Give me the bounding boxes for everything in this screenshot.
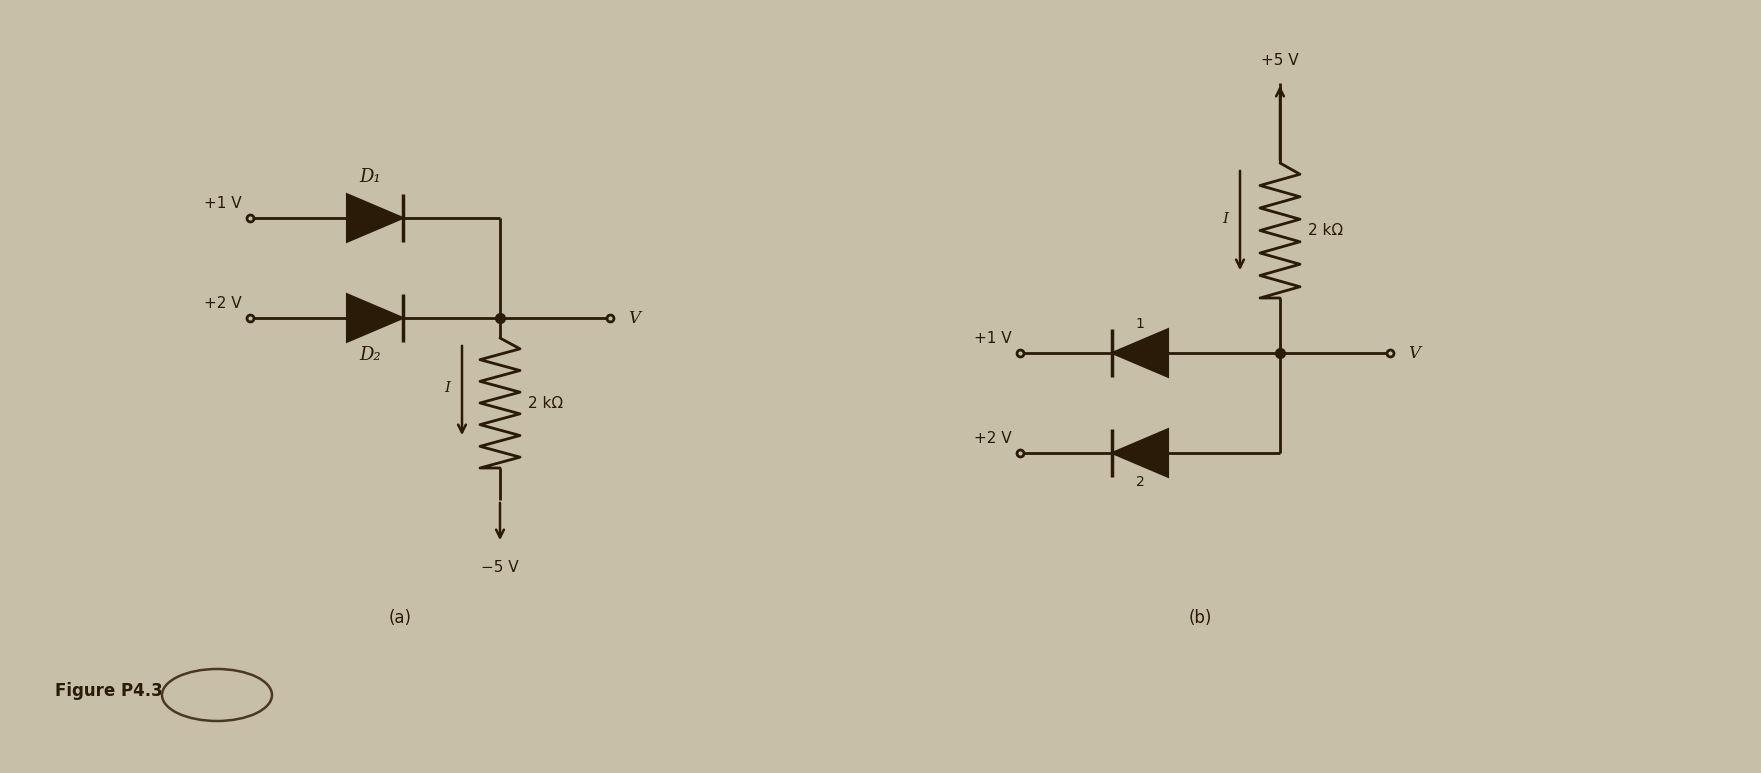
Text: 2 kΩ: 2 kΩ	[528, 396, 564, 410]
Text: +5 V: +5 V	[1261, 53, 1300, 68]
Polygon shape	[1111, 429, 1168, 477]
Text: V: V	[629, 309, 639, 326]
Text: +2 V: +2 V	[204, 296, 241, 311]
Text: (b): (b)	[1189, 609, 1212, 627]
Text: Figure P4.3: Figure P4.3	[55, 682, 162, 700]
Text: −5 V: −5 V	[481, 560, 519, 575]
Text: 2 kΩ: 2 kΩ	[1308, 223, 1344, 238]
Text: +1 V: +1 V	[204, 196, 241, 211]
Text: D₁: D₁	[359, 168, 380, 186]
Polygon shape	[347, 194, 403, 242]
Polygon shape	[347, 295, 403, 342]
Text: 1: 1	[1136, 317, 1145, 331]
Text: +2 V: +2 V	[974, 431, 1013, 446]
Polygon shape	[1111, 329, 1168, 376]
Text: I: I	[1222, 212, 1227, 226]
Text: I: I	[444, 381, 451, 395]
Text: D₂: D₂	[359, 346, 380, 364]
Text: 2: 2	[1136, 475, 1145, 489]
Text: V: V	[1409, 345, 1419, 362]
Text: +1 V: +1 V	[974, 331, 1013, 346]
Text: (a): (a)	[389, 609, 412, 627]
